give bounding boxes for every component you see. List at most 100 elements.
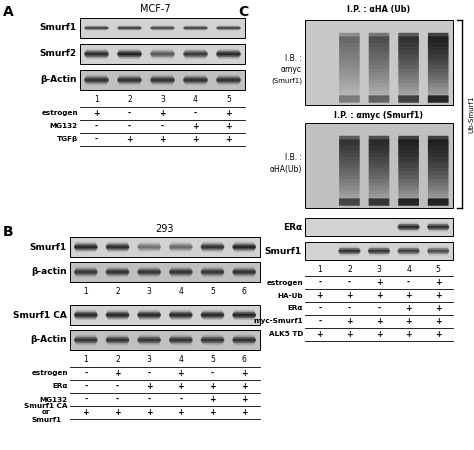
FancyBboxPatch shape	[399, 222, 418, 225]
Text: Smurf2: Smurf2	[40, 50, 77, 58]
FancyBboxPatch shape	[185, 75, 206, 78]
FancyBboxPatch shape	[108, 249, 128, 252]
FancyBboxPatch shape	[150, 27, 175, 29]
FancyBboxPatch shape	[74, 246, 98, 248]
FancyBboxPatch shape	[399, 248, 419, 251]
Bar	[305, 20, 453, 105]
FancyBboxPatch shape	[119, 75, 140, 78]
Text: +: +	[159, 109, 166, 118]
FancyBboxPatch shape	[369, 47, 389, 54]
Text: +: +	[241, 395, 247, 404]
Text: -: -	[147, 369, 151, 378]
FancyBboxPatch shape	[398, 198, 419, 206]
Text: +: +	[346, 291, 353, 300]
Text: I.P. : αmyc (Smurf1): I.P. : αmyc (Smurf1)	[335, 111, 424, 120]
FancyBboxPatch shape	[217, 51, 240, 54]
Text: 3: 3	[160, 95, 165, 104]
FancyBboxPatch shape	[398, 83, 419, 90]
FancyBboxPatch shape	[428, 33, 448, 40]
FancyBboxPatch shape	[233, 272, 255, 275]
FancyBboxPatch shape	[137, 246, 161, 248]
FancyBboxPatch shape	[85, 28, 108, 30]
FancyBboxPatch shape	[137, 270, 161, 274]
FancyBboxPatch shape	[369, 58, 389, 65]
FancyBboxPatch shape	[428, 40, 448, 47]
FancyBboxPatch shape	[151, 26, 174, 28]
FancyBboxPatch shape	[75, 312, 97, 315]
FancyBboxPatch shape	[399, 229, 418, 232]
FancyBboxPatch shape	[75, 269, 97, 272]
FancyBboxPatch shape	[202, 310, 222, 313]
FancyBboxPatch shape	[184, 51, 207, 54]
FancyBboxPatch shape	[399, 224, 419, 227]
Text: -: -	[348, 304, 351, 313]
FancyBboxPatch shape	[171, 342, 191, 345]
FancyBboxPatch shape	[399, 251, 419, 254]
Text: myc-Smurf1: myc-Smurf1	[254, 319, 303, 324]
FancyBboxPatch shape	[428, 80, 448, 87]
FancyBboxPatch shape	[234, 342, 254, 345]
Text: 4: 4	[178, 355, 183, 364]
Text: -: -	[84, 395, 87, 404]
FancyBboxPatch shape	[75, 315, 97, 318]
Text: MCF-7: MCF-7	[140, 4, 170, 14]
FancyBboxPatch shape	[428, 136, 448, 143]
Text: +: +	[405, 330, 412, 339]
FancyBboxPatch shape	[76, 267, 96, 270]
FancyBboxPatch shape	[398, 154, 419, 161]
FancyBboxPatch shape	[170, 272, 191, 275]
FancyBboxPatch shape	[152, 75, 173, 78]
FancyBboxPatch shape	[86, 56, 107, 59]
FancyBboxPatch shape	[233, 337, 255, 340]
FancyBboxPatch shape	[185, 29, 206, 31]
FancyBboxPatch shape	[428, 76, 448, 83]
FancyBboxPatch shape	[202, 249, 222, 252]
FancyBboxPatch shape	[201, 247, 223, 250]
FancyBboxPatch shape	[339, 90, 360, 98]
FancyBboxPatch shape	[399, 247, 418, 249]
FancyBboxPatch shape	[118, 27, 142, 29]
FancyBboxPatch shape	[233, 312, 255, 315]
Bar	[70, 237, 260, 257]
FancyBboxPatch shape	[139, 249, 159, 252]
FancyBboxPatch shape	[398, 69, 419, 76]
FancyBboxPatch shape	[150, 53, 175, 55]
Text: I.B. :: I.B. :	[285, 153, 302, 162]
Text: -: -	[377, 304, 381, 313]
FancyBboxPatch shape	[428, 90, 448, 98]
FancyBboxPatch shape	[398, 158, 419, 165]
Text: ERα: ERα	[283, 222, 302, 231]
FancyBboxPatch shape	[339, 158, 360, 165]
FancyBboxPatch shape	[428, 161, 448, 168]
FancyBboxPatch shape	[184, 26, 207, 28]
FancyBboxPatch shape	[76, 310, 96, 313]
FancyBboxPatch shape	[398, 94, 419, 101]
Text: +: +	[209, 395, 216, 404]
FancyBboxPatch shape	[107, 340, 128, 343]
FancyBboxPatch shape	[428, 143, 448, 150]
FancyBboxPatch shape	[398, 194, 419, 201]
Text: αmyc: αmyc	[281, 65, 302, 74]
FancyBboxPatch shape	[369, 143, 389, 150]
FancyBboxPatch shape	[428, 179, 448, 186]
Text: 5: 5	[210, 287, 215, 296]
FancyBboxPatch shape	[398, 33, 419, 40]
FancyBboxPatch shape	[137, 338, 161, 342]
FancyBboxPatch shape	[369, 62, 389, 69]
FancyBboxPatch shape	[339, 197, 360, 204]
FancyBboxPatch shape	[106, 246, 129, 248]
Bar	[305, 218, 453, 236]
Text: -: -	[116, 382, 119, 391]
FancyBboxPatch shape	[398, 225, 419, 229]
Text: +: +	[435, 304, 441, 313]
FancyBboxPatch shape	[118, 80, 141, 83]
FancyBboxPatch shape	[369, 248, 389, 251]
Text: I.B. :: I.B. :	[285, 54, 302, 63]
FancyBboxPatch shape	[340, 247, 359, 249]
FancyBboxPatch shape	[339, 176, 360, 183]
FancyBboxPatch shape	[152, 29, 173, 31]
Text: -: -	[147, 395, 151, 404]
FancyBboxPatch shape	[339, 248, 360, 251]
FancyBboxPatch shape	[108, 274, 128, 277]
FancyBboxPatch shape	[339, 147, 360, 154]
